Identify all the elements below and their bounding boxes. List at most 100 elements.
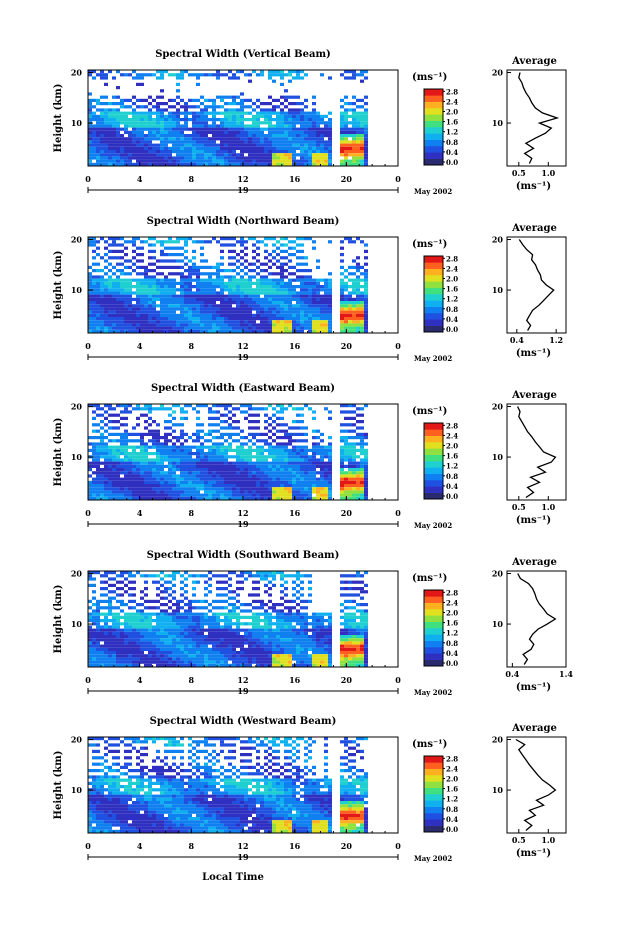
heatmap-cell <box>116 641 120 645</box>
heatmap-cell <box>96 660 100 664</box>
heatmap-cell <box>188 162 192 166</box>
heatmap-cell <box>108 596 112 600</box>
heatmap-cell <box>236 118 240 122</box>
heatmap-cell <box>140 105 144 109</box>
heatmap-cell <box>276 493 280 497</box>
heatmap-cell <box>88 108 92 112</box>
heatmap-cell <box>320 496 324 500</box>
heatmap-cell <box>96 130 100 134</box>
heatmap-cell <box>144 278 148 282</box>
heatmap-cell <box>92 124 96 128</box>
heatmap-cell <box>108 590 112 594</box>
heatmap-cell <box>300 70 304 74</box>
heatmap-cell <box>340 111 344 115</box>
heatmap-cell <box>96 429 100 433</box>
heatmap-cell <box>300 291 304 295</box>
heatmap-cell <box>112 313 116 317</box>
heatmap-cell <box>112 76 116 80</box>
heatmap-cell <box>276 323 280 327</box>
heatmap-cell <box>232 464 236 468</box>
heatmap-cell <box>228 294 232 298</box>
heatmap-cell <box>320 137 324 141</box>
heatmap-cell <box>272 468 276 472</box>
heatmap-cell <box>136 615 140 619</box>
heatmap-cell <box>108 571 112 575</box>
heatmap-cell <box>360 320 364 324</box>
heatmap-cell <box>308 140 312 144</box>
heatmap-cell <box>312 452 316 456</box>
heatmap-cell <box>216 404 220 408</box>
heatmap-cell <box>144 320 148 324</box>
heatmap-cell <box>260 130 264 134</box>
heatmap-cell <box>360 464 364 468</box>
heatmap-cell <box>180 111 184 115</box>
heatmap-cell <box>312 240 316 244</box>
heatmap-cell <box>180 477 184 481</box>
heatmap-cell <box>312 127 316 131</box>
heatmap-cell <box>348 297 352 301</box>
heatmap-cell <box>312 496 316 500</box>
heatmap-cell <box>324 310 328 314</box>
heatmap-cell <box>280 301 284 305</box>
heatmap-cell <box>224 477 228 481</box>
heatmap-cell <box>252 124 256 128</box>
heatmap-cell <box>192 124 196 128</box>
heatmap-cell <box>188 156 192 160</box>
colorbar-swatch <box>424 423 443 430</box>
heatmap-cell <box>300 304 304 308</box>
heatmap-cell <box>156 326 160 330</box>
heatmap-cell <box>288 320 292 324</box>
heatmap-cell <box>184 105 188 109</box>
heatmap-cell <box>216 130 220 134</box>
heatmap-cell <box>92 310 96 314</box>
heatmap-cell <box>340 281 344 285</box>
heatmap-cell <box>176 493 180 497</box>
heatmap-cell <box>88 606 92 610</box>
heatmap-cell <box>112 121 116 125</box>
heatmap-cell <box>88 448 92 452</box>
heatmap-cell <box>108 285 112 289</box>
heatmap-cell <box>208 429 212 433</box>
heatmap-cell <box>124 484 128 488</box>
heatmap-cell <box>88 317 92 321</box>
heatmap-cell <box>188 118 192 122</box>
heatmap-cell <box>104 593 108 597</box>
heatmap-cell <box>280 272 284 276</box>
heatmap-cell <box>264 448 268 452</box>
heatmap-cell <box>132 464 136 468</box>
heatmap-cell <box>156 436 160 440</box>
heatmap-cell <box>104 146 108 150</box>
heatmap-cell <box>344 439 348 443</box>
heatmap-cell <box>104 281 108 285</box>
heatmap-cell <box>112 297 116 301</box>
heatmap-cell <box>200 487 204 491</box>
heatmap-cell <box>276 297 280 301</box>
heatmap-cell <box>132 619 136 623</box>
heatmap-cell <box>228 243 232 247</box>
heatmap-cell <box>232 307 236 311</box>
heatmap-cell <box>252 413 256 417</box>
heatmap-cell <box>168 134 172 138</box>
heatmap-cell <box>320 285 324 289</box>
heatmap-cell <box>168 326 172 330</box>
heatmap-cell <box>116 468 120 472</box>
heatmap-cell <box>352 448 356 452</box>
heatmap-cell <box>96 651 100 655</box>
heatmap-cell <box>148 137 152 141</box>
heatmap-cell <box>324 146 328 150</box>
heatmap-cell <box>208 329 212 333</box>
heatmap-cell <box>164 156 168 160</box>
heatmap-cell <box>156 108 160 112</box>
heatmap-cell <box>156 265 160 269</box>
heatmap-cell <box>200 471 204 475</box>
heatmap-cell <box>192 143 196 147</box>
heatmap-cell <box>144 471 148 475</box>
heatmap-cell <box>264 474 268 478</box>
heatmap-cell <box>272 326 276 330</box>
heatmap-cell <box>268 95 272 99</box>
heatmap-cell <box>108 275 112 279</box>
heatmap-cell <box>300 294 304 298</box>
heatmap-cell <box>92 243 96 247</box>
heatmap-cell <box>188 307 192 311</box>
heatmap-cell <box>316 265 320 269</box>
